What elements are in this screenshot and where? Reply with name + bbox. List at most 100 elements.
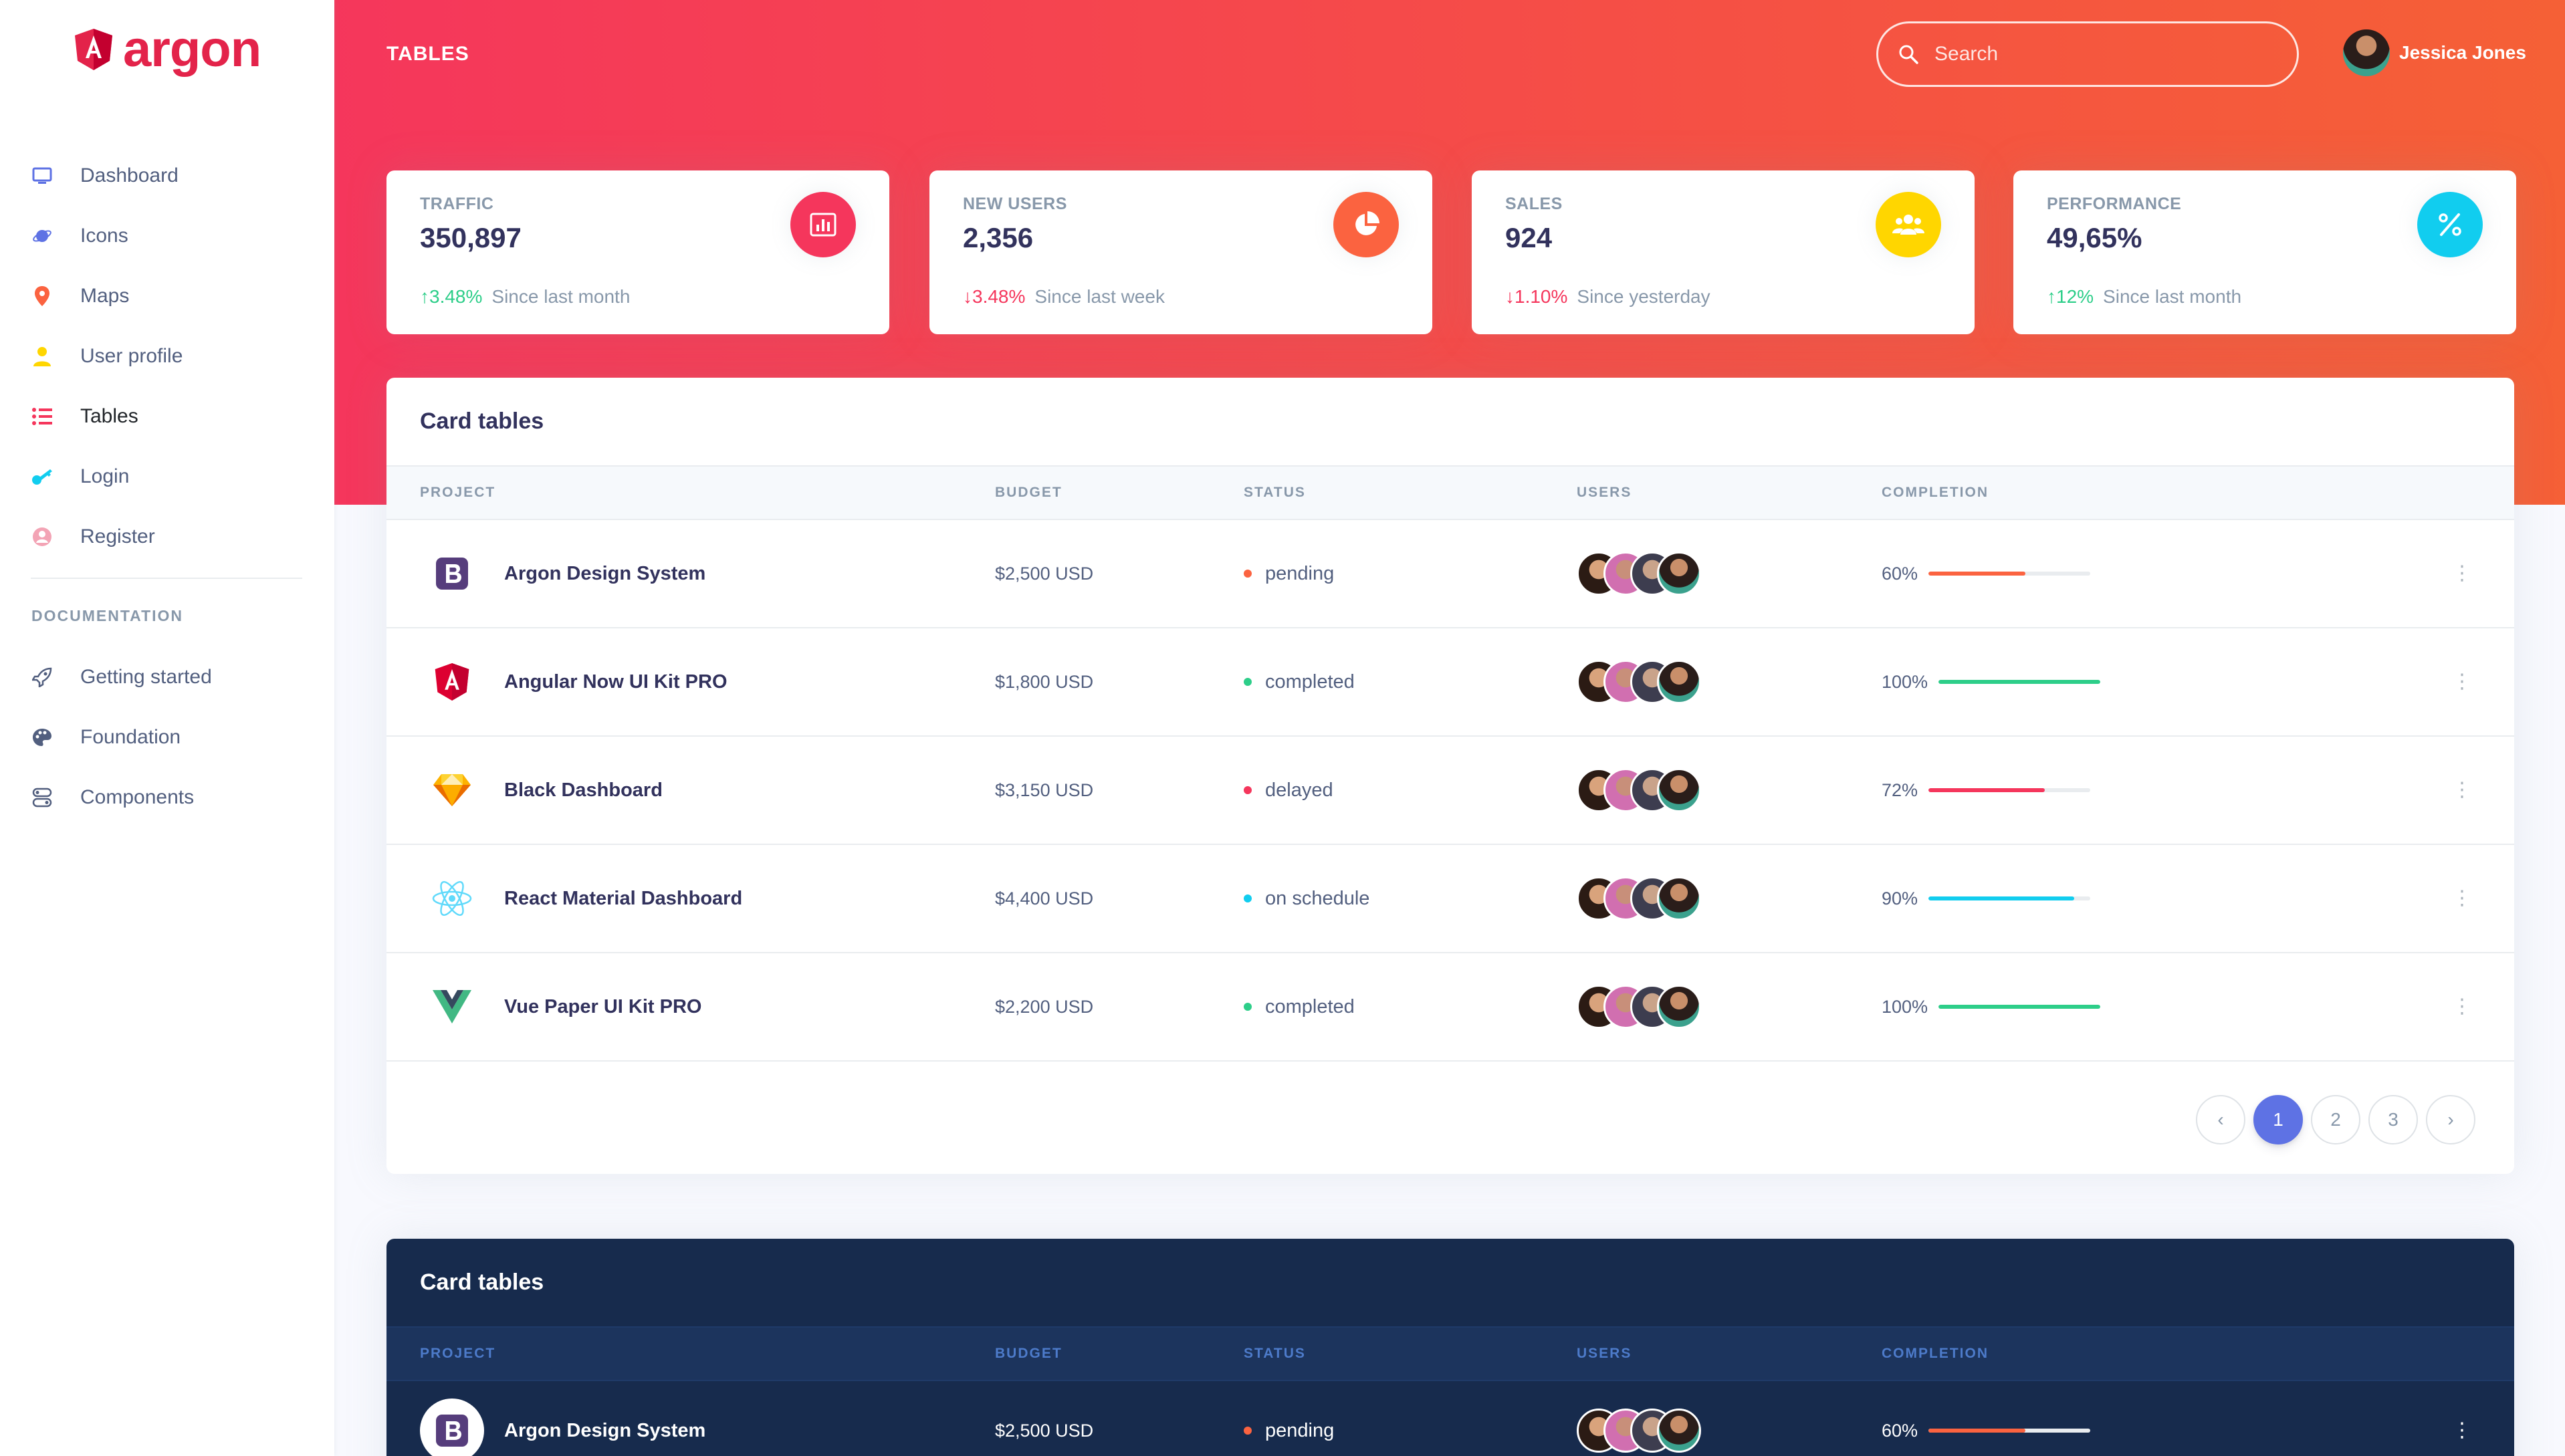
budget-value: $1,800 USD [995,672,1094,692]
table-row: React Material Dashboard $4,400 USD on s… [386,845,2514,953]
project-name[interactable]: Argon Design System [504,1419,706,1441]
stat-footer: ↑ 12% Since last month [2047,286,2241,308]
sidebar-item-label: Getting started [80,666,212,688]
stat-note: Since yesterday [1577,286,1710,307]
column-header-completion: COMPLETION [1882,1346,1989,1361]
chevron-left-icon: ‹ [2217,1109,2224,1130]
status-text: pending [1265,1419,1335,1441]
stat-value: 924 [1505,222,1553,253]
avatar[interactable] [1657,660,1701,704]
sketch-icon [420,758,484,822]
user-menu[interactable]: Jessica Jones [2343,29,2526,76]
status-text: completed [1265,995,1355,1017]
stat-card-sales: SALES 924 ↓ 1.10% Since yesterday [1472,170,1975,334]
sidebar-item-foundation[interactable]: Foundation [0,707,334,767]
sidebar-item-getting-started[interactable]: Getting started [0,647,334,707]
pin-icon [31,285,53,308]
status-text: on schedule [1265,887,1370,909]
bootstrap-icon [420,541,484,606]
search-input[interactable] [1934,43,2255,66]
stat-change: ↓ 1.10% [1505,286,1568,307]
sidebar-item-label: Register [80,525,155,548]
avatar[interactable] [1657,1409,1701,1453]
sidebar-item-icons[interactable]: Icons [0,206,334,266]
arrow-down-icon: ↓ [963,286,972,307]
stat-title: TRAFFIC [420,195,494,213]
sidebar-item-login[interactable]: Login [0,447,334,507]
completion-percent: 60% [1882,563,1918,584]
table-row: Angular Now UI Kit PRO $1,800 USD comple… [386,628,2514,737]
avatar-group [1577,768,1701,812]
more-options-icon[interactable]: ⋮ [2452,779,2472,801]
more-options-icon[interactable]: ⋮ [2452,887,2472,909]
status-dot [1244,786,1252,794]
sidebar-item-components[interactable]: Components [0,767,334,828]
column-header-status: STATUS [1244,485,1306,500]
project-name[interactable]: Argon Design System [504,562,706,584]
stat-card-performance: PERFORMANCE 49,65% ↑ 12% Since last month [2013,170,2516,334]
avatar-group [1577,985,1701,1029]
column-header-budget: BUDGET [995,485,1063,500]
avatar[interactable] [1657,876,1701,921]
table-row: Vue Paper UI Kit PRO $2,200 USD complete… [386,953,2514,1062]
documentation-nav: Getting started Foundation Components [0,647,334,828]
more-options-icon[interactable]: ⋮ [2452,1419,2472,1441]
stat-note: Since last week [1034,286,1165,307]
project-name[interactable]: Vue Paper UI Kit PRO [504,995,702,1017]
tv-icon [31,164,53,187]
status-dot [1244,678,1252,686]
avatar[interactable] [1657,768,1701,812]
table-header: PROJECT BUDGET STATUS USERS COMPLETION [386,465,2514,520]
pagination-page-2[interactable]: 2 [2311,1095,2360,1144]
sidebar-item-label: Maps [80,285,130,307]
more-options-icon[interactable]: ⋮ [2452,562,2472,584]
sidebar-item-label: Tables [80,405,138,427]
sidebar-item-label: Components [80,786,195,808]
brand-link[interactable]: argon [75,24,261,75]
card-table: Card tables PROJECT BUDGET STATUS USERS … [386,378,2514,1174]
sidebar-item-dashboard[interactable]: Dashboard [0,146,334,206]
stat-value: 2,356 [963,222,1034,253]
pagination-page-3[interactable]: 3 [2368,1095,2418,1144]
sidebar-item-label: Dashboard [80,164,179,187]
project-name[interactable]: Angular Now UI Kit PRO [504,671,728,693]
stat-note: Since last month [2103,286,2242,307]
vue-icon [420,975,484,1039]
user-name: Jessica Jones [2399,42,2526,63]
pagination-next[interactable]: › [2426,1095,2475,1144]
progress-bar [1938,680,2101,684]
avatar [2343,29,2390,76]
progress-bar [1938,1005,2101,1009]
status-dot [1244,570,1252,578]
project-name[interactable]: React Material Dashboard [504,887,743,909]
table-row: Black Dashboard $3,150 USD delayed 72% ⋮ [386,737,2514,845]
progress-bar [1928,788,2091,792]
avatar[interactable] [1657,552,1701,596]
page-title[interactable]: TABLES [386,43,469,65]
budget-value: $2,500 USD [995,564,1094,584]
sidebar-item-label: Foundation [80,726,181,748]
search-box[interactable] [1876,21,2299,87]
completion-percent: 100% [1882,671,1928,692]
stat-card-new-users: NEW USERS 2,356 ↓ 3.48% Since last week [929,170,1432,334]
more-options-icon[interactable]: ⋮ [2452,671,2472,693]
more-options-icon[interactable]: ⋮ [2452,995,2472,1017]
column-header-budget: BUDGET [995,1346,1063,1361]
pagination-page-1[interactable]: 1 [2253,1095,2303,1144]
pagination: ‹ 1 2 3 › [2196,1095,2475,1144]
column-header-status: STATUS [1244,1346,1306,1361]
sidebar-item-label: Icons [80,225,128,247]
table-header: PROJECT BUDGET STATUS USERS COMPLETION [386,1326,2514,1381]
sidebar-item-user-profile[interactable]: User profile [0,326,334,386]
project-name[interactable]: Black Dashboard [504,779,663,801]
sidebar-item-tables[interactable]: Tables [0,386,334,447]
stat-note: Since last month [491,286,631,307]
pagination-prev[interactable]: ‹ [2196,1095,2245,1144]
budget-value: $2,200 USD [995,997,1094,1017]
sidebar-item-register[interactable]: Register [0,507,334,567]
stat-value: 49,65% [2047,222,2142,253]
budget-value: $2,500 USD [995,1421,1094,1441]
completion-percent: 60% [1882,1420,1918,1441]
avatar[interactable] [1657,985,1701,1029]
sidebar-item-maps[interactable]: Maps [0,266,334,326]
